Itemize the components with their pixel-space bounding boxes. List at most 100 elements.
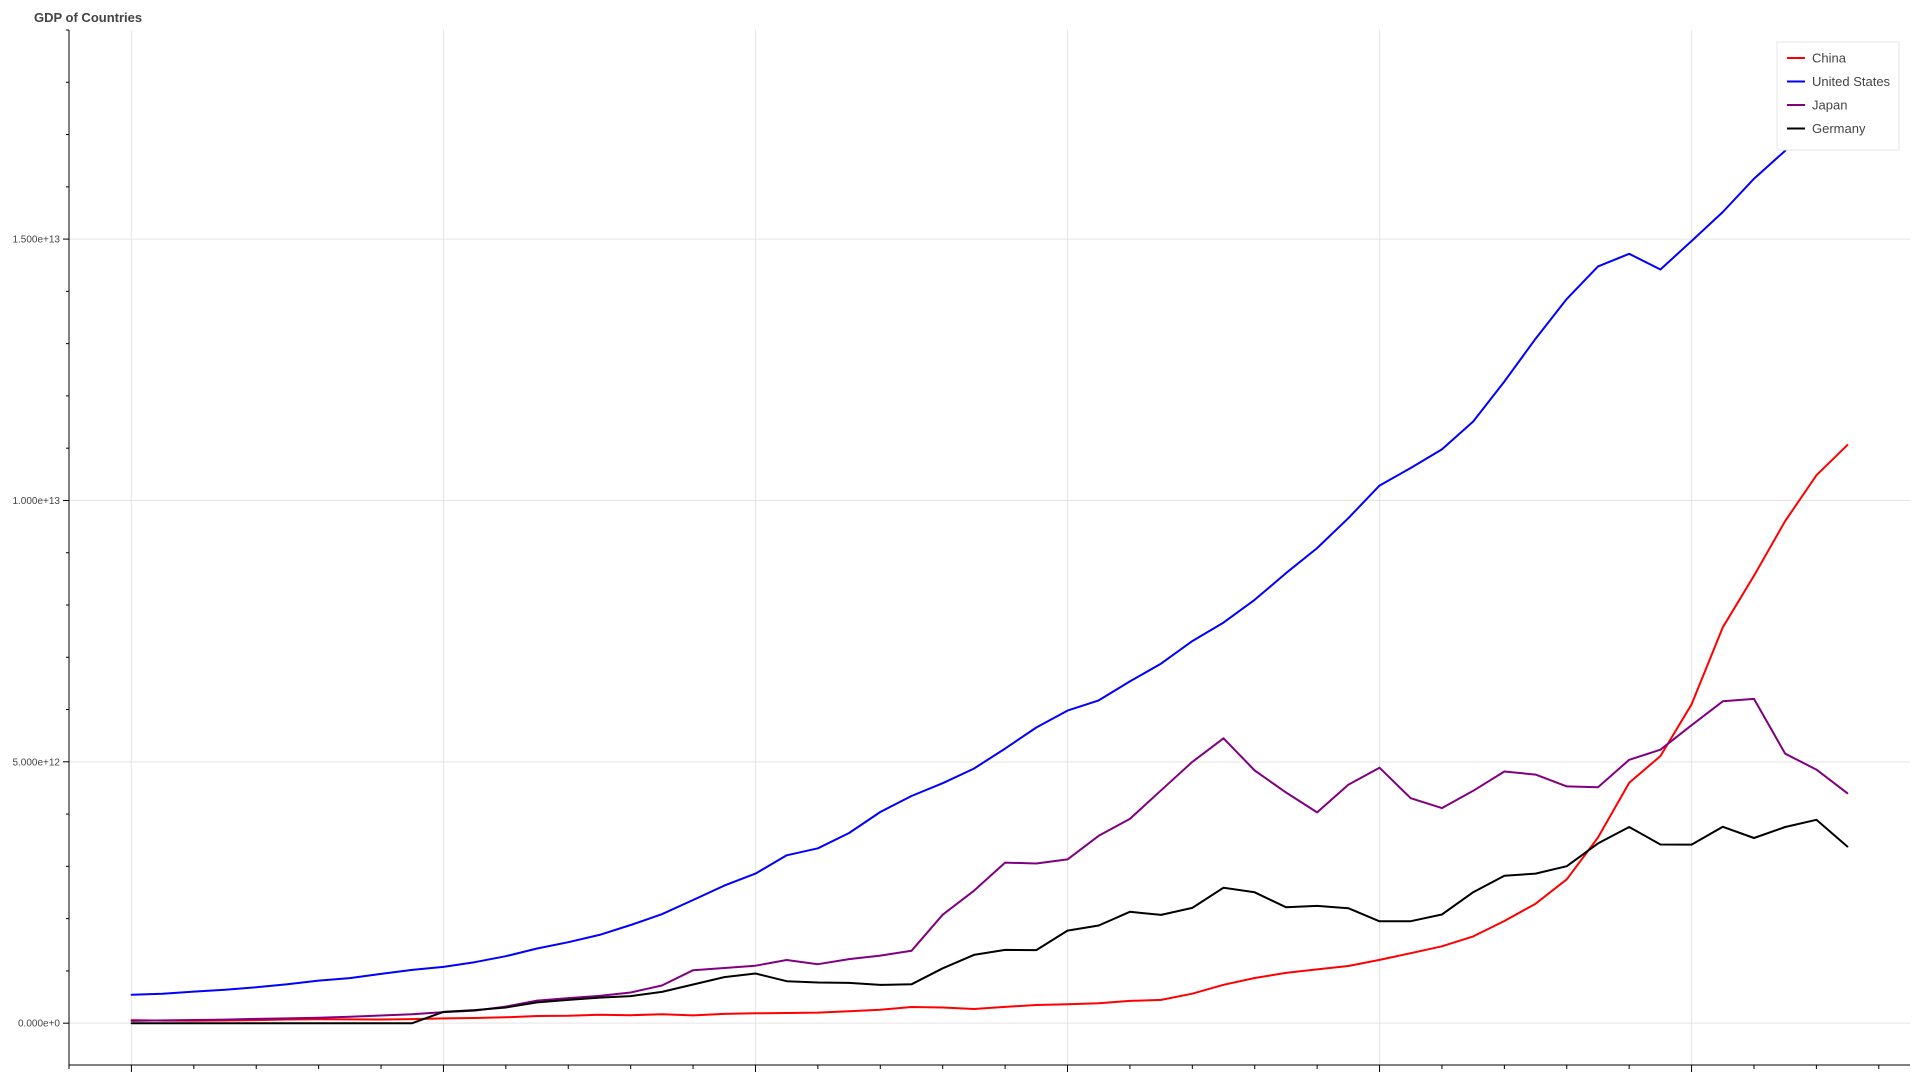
data-point-germany (130, 1022, 133, 1024)
data-point-china (785, 1012, 788, 1014)
data-point-japan (941, 913, 944, 916)
data-point-germany (973, 954, 975, 956)
data-point-china (567, 1014, 570, 1017)
data-point-germany (1597, 842, 1599, 845)
data-point-japan (692, 969, 694, 972)
data-point-germany (1628, 826, 1630, 828)
data-point-china (817, 1011, 819, 1014)
data-point-china (1565, 878, 1568, 881)
data-point-china (1066, 1003, 1069, 1006)
data-point-germany (754, 972, 757, 975)
data-point-japan (723, 967, 726, 969)
data-point-united-states (317, 979, 320, 982)
data-point-germany (1191, 907, 1194, 909)
data-point-united-states (286, 983, 289, 986)
data-point-germany (1784, 826, 1786, 828)
data-point-united-states (1129, 680, 1131, 683)
data-point-china (1004, 1006, 1006, 1008)
data-point-germany (941, 967, 944, 970)
data-point-united-states (380, 973, 382, 975)
data-point-united-states (1659, 268, 1662, 271)
legend-label-china: China (1812, 51, 1847, 66)
data-point-united-states (1253, 598, 1256, 601)
data-point-united-states (910, 795, 913, 797)
data-point-china (1441, 945, 1443, 948)
data-point-germany (1316, 905, 1318, 907)
data-point-united-states (879, 811, 882, 813)
data-point-united-states (193, 990, 195, 993)
data-point-japan (1784, 752, 1786, 755)
data-point-germany (1409, 920, 1412, 923)
data-point-japan (1253, 769, 1256, 772)
data-point-japan (910, 949, 913, 952)
data-point-united-states (1035, 726, 1038, 729)
data-point-united-states (1628, 253, 1630, 255)
data-point-germany (661, 991, 663, 993)
data-point-japan (1441, 807, 1443, 809)
data-point-china (1097, 1002, 1100, 1004)
data-point-china (941, 1006, 944, 1009)
data-point-japan (879, 954, 882, 957)
data-point-china (1253, 977, 1256, 979)
data-point-germany (1004, 949, 1006, 951)
data-point-japan (1378, 766, 1381, 769)
data-point-united-states (1690, 240, 1693, 242)
data-point-japan (661, 984, 663, 987)
data-point-japan (1222, 737, 1225, 740)
data-point-china (1534, 902, 1537, 905)
data-point-united-states (941, 782, 944, 785)
data-point-japan (785, 959, 788, 961)
data-point-japan (629, 991, 632, 994)
data-point-germany (910, 983, 913, 986)
data-point-japan (1035, 862, 1038, 865)
data-point-germany (411, 1022, 414, 1024)
data-point-united-states (785, 854, 788, 857)
data-point-germany (598, 996, 601, 999)
data-point-china (380, 1018, 382, 1021)
data-point-japan (224, 1018, 226, 1021)
data-point-united-states (473, 961, 476, 963)
data-point-japan (317, 1016, 320, 1019)
data-point-china (1690, 703, 1693, 706)
data-point-china (1160, 999, 1162, 1001)
data-point-germany (629, 995, 632, 997)
data-point-united-states (1160, 662, 1162, 665)
data-point-china (1628, 782, 1630, 784)
data-point-united-states (692, 899, 694, 901)
data-point-united-states (442, 966, 445, 968)
data-point-united-states (629, 924, 632, 926)
data-point-japan (754, 964, 757, 967)
data-point-germany (1222, 886, 1225, 889)
data-point-japan (1347, 783, 1350, 786)
data-point-germany (161, 1022, 164, 1024)
data-point-japan (1565, 785, 1568, 788)
data-point-germany (1378, 920, 1381, 923)
data-point-japan (193, 1019, 195, 1021)
data-point-china (692, 1014, 694, 1017)
data-point-germany (692, 983, 694, 986)
data-point-germany (1659, 843, 1662, 846)
data-point-japan (380, 1014, 382, 1017)
data-point-united-states (973, 767, 975, 770)
data-point-united-states (817, 847, 819, 850)
data-point-japan (1097, 835, 1100, 837)
data-point-japan (411, 1013, 414, 1015)
data-point-china (349, 1018, 351, 1021)
data-point-china (1472, 935, 1474, 938)
data-point-china (505, 1016, 507, 1019)
series-lines (130, 79, 1849, 1025)
data-point-japan (1815, 768, 1818, 771)
data-point-united-states (536, 947, 538, 950)
data-point-germany (505, 1006, 507, 1009)
data-point-germany (1066, 929, 1069, 932)
data-point-united-states (130, 993, 133, 996)
data-point-united-states (567, 941, 570, 944)
data-point-united-states (349, 977, 351, 979)
chart-title: GDP of Countries (34, 10, 142, 25)
data-point-japan (349, 1015, 351, 1018)
data-point-germany (349, 1022, 351, 1024)
data-point-japan (1690, 724, 1693, 727)
data-point-united-states (411, 969, 414, 971)
data-point-germany (817, 981, 819, 984)
data-point-japan (1503, 770, 1506, 773)
